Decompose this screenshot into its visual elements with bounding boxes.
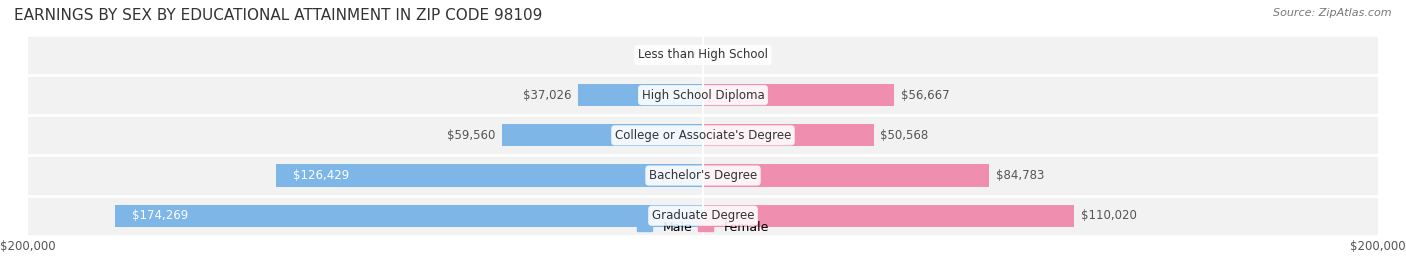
Bar	[28, 115, 1378, 155]
Bar	[703, 84, 894, 106]
Text: Bachelor's Degree: Bachelor's Degree	[650, 169, 756, 182]
Bar	[277, 165, 703, 187]
Bar	[703, 124, 873, 146]
Bar	[28, 75, 1378, 115]
Bar	[703, 165, 988, 187]
Bar	[28, 155, 1378, 196]
Text: $50,568: $50,568	[880, 129, 928, 142]
Text: Source: ZipAtlas.com: Source: ZipAtlas.com	[1274, 8, 1392, 18]
Bar	[703, 205, 1074, 227]
Text: $0: $0	[710, 49, 724, 61]
Legend: Male, Female: Male, Female	[637, 221, 769, 234]
Bar	[28, 196, 1378, 236]
Text: $59,560: $59,560	[447, 129, 495, 142]
Bar	[578, 84, 703, 106]
Text: High School Diploma: High School Diploma	[641, 89, 765, 102]
Bar	[28, 35, 1378, 75]
Text: $37,026: $37,026	[523, 89, 571, 102]
Bar	[502, 124, 703, 146]
Text: Less than High School: Less than High School	[638, 49, 768, 61]
Text: $174,269: $174,269	[132, 209, 188, 222]
Bar	[115, 205, 703, 227]
Text: $110,020: $110,020	[1081, 209, 1137, 222]
Text: EARNINGS BY SEX BY EDUCATIONAL ATTAINMENT IN ZIP CODE 98109: EARNINGS BY SEX BY EDUCATIONAL ATTAINMEN…	[14, 8, 543, 23]
Text: College or Associate's Degree: College or Associate's Degree	[614, 129, 792, 142]
Text: $84,783: $84,783	[995, 169, 1045, 182]
Text: Graduate Degree: Graduate Degree	[652, 209, 754, 222]
Text: $56,667: $56,667	[901, 89, 949, 102]
Text: $0: $0	[682, 49, 696, 61]
Text: $126,429: $126,429	[294, 169, 350, 182]
